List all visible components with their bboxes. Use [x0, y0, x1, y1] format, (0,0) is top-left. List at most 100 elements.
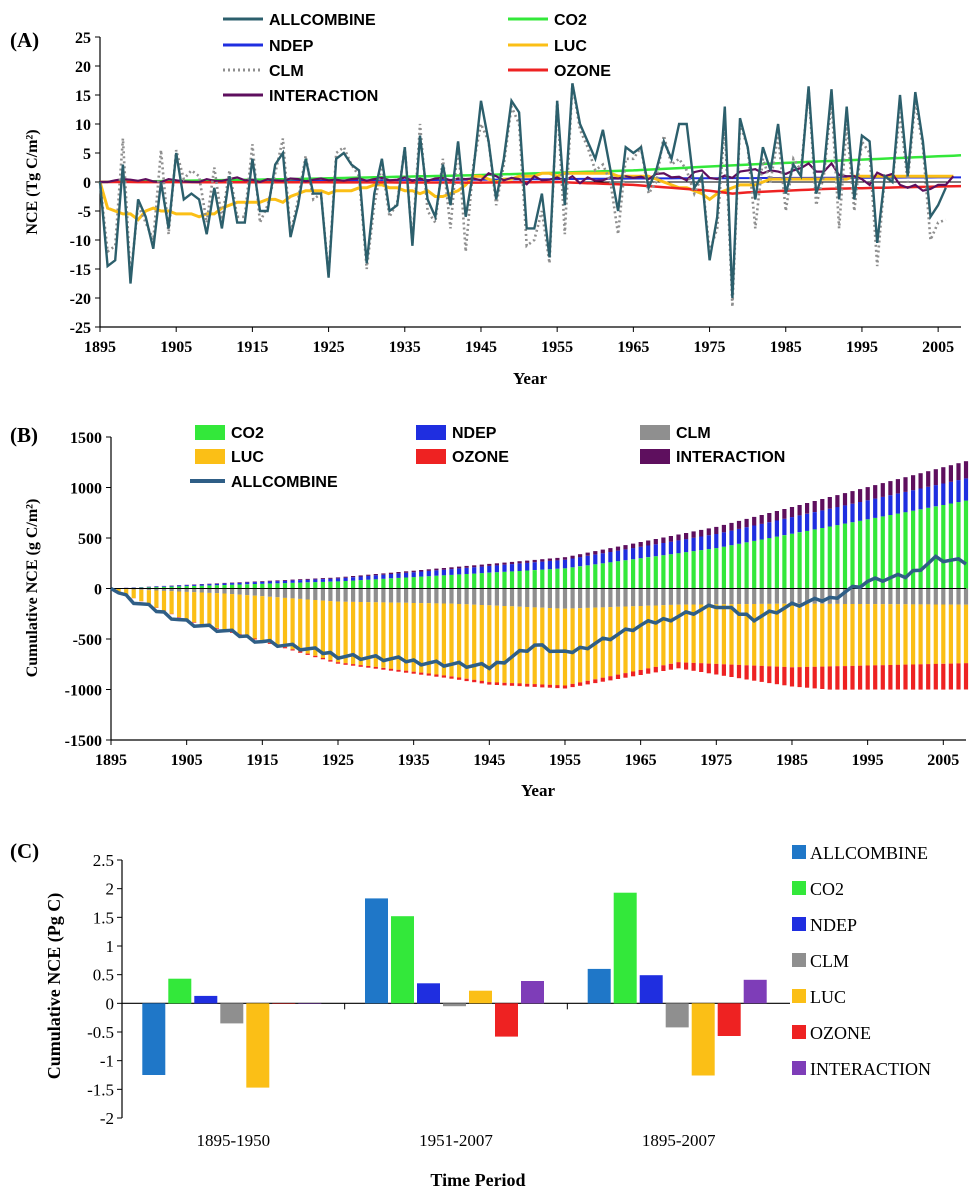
bar-segment-interaction	[366, 574, 371, 576]
bar-segment-co2	[222, 585, 227, 589]
bar-segment-clm	[540, 588, 545, 608]
panel-b-x-tick-label: 1985	[776, 752, 808, 769]
stacked-bar-year	[789, 507, 795, 687]
stacked-bar-year	[161, 585, 167, 612]
bar-segment-ndep	[759, 523, 764, 540]
bar-segment-clm	[676, 588, 681, 605]
panel-c-y-tick-label: -2	[100, 1109, 114, 1128]
bar-segment-ozone	[744, 665, 749, 680]
bar-segment-luc	[426, 603, 431, 674]
bar-segment-luc	[706, 604, 711, 664]
bar-segment-co2	[237, 584, 242, 589]
bar-segment-luc	[865, 604, 870, 666]
bar-allcombine	[587, 968, 611, 1004]
panel-b-y-axis-title: Cumulative NCE (g C/m²)	[24, 499, 41, 678]
bar-segment-clm	[638, 588, 643, 606]
bar-segment-interaction	[759, 515, 764, 524]
bar-segment-luc	[547, 608, 552, 685]
bar-segment-luc	[237, 594, 242, 635]
bar-segment-clm	[895, 588, 900, 605]
panel-b-x-tick-label: 1925	[322, 752, 354, 769]
bar-segment-ozone	[721, 664, 726, 676]
bar-segment-interaction	[911, 475, 916, 491]
bar-segment-interaction	[918, 473, 923, 489]
bar-segment-ndep	[177, 585, 182, 587]
bar-segment-ndep	[351, 577, 356, 581]
bar-segment-ndep	[699, 536, 704, 551]
bar-segment-interaction	[850, 491, 855, 504]
bar-segment-luc	[638, 606, 643, 670]
bar-segment-ozone	[638, 670, 643, 675]
panel-a-x-tick-label: 1905	[160, 339, 192, 356]
stacked-bar-year	[805, 503, 810, 688]
bar-segment-ozone	[873, 665, 878, 690]
series-line-allcombine	[98, 83, 947, 299]
bar-segment-ndep	[767, 522, 772, 539]
bar-segment-ozone	[404, 670, 409, 673]
bar-segment-ozone	[585, 680, 590, 685]
bar-segment-ndep	[192, 584, 197, 586]
bar-segment-interaction	[570, 555, 575, 559]
bar-segment-co2	[918, 509, 923, 589]
panel-a-y-tick-label: -10	[70, 233, 91, 250]
bar-segment-ndep	[782, 518, 787, 536]
stacked-bar-year	[139, 587, 144, 602]
bar-segment-clm	[736, 588, 742, 605]
bar-segment-ozone	[767, 666, 772, 684]
bar-segment-luc	[699, 604, 704, 664]
bar-segment-luc	[858, 604, 863, 666]
bar-segment-clm	[479, 588, 484, 605]
stacked-bar-year	[154, 586, 159, 608]
bar-segment-ndep	[366, 575, 371, 580]
bar-segment-clm	[154, 588, 159, 591]
bar-segment-clm	[812, 588, 817, 604]
bar-segment-ozone	[351, 664, 356, 666]
bar-ndep	[639, 975, 663, 1004]
bar-segment-interaction	[585, 552, 590, 556]
bar-segment-clm	[335, 588, 341, 602]
bar-segment-interaction	[699, 529, 704, 537]
bar-segment-ozone	[646, 668, 651, 674]
bar-segment-ozone	[479, 680, 484, 684]
panel-c-y-tick-label: 0.5	[93, 966, 114, 985]
bar-segment-co2	[290, 582, 295, 589]
panel-a-y-tick-label: 25	[75, 30, 91, 47]
bar-segment-co2	[880, 516, 885, 589]
bar-segment-ndep	[918, 488, 923, 510]
panel-a-y-tick-label: 20	[75, 59, 91, 76]
bar-segment-ndep	[479, 566, 484, 574]
bar-segment-ozone	[517, 683, 522, 687]
bar-segment-clm	[169, 588, 174, 592]
panel-c-y-tick-label: 0	[106, 994, 115, 1013]
bar-segment-clm	[623, 588, 628, 607]
bar-segment-co2	[585, 565, 590, 589]
bar-segment-ndep	[593, 554, 598, 565]
stacked-bar-year	[275, 580, 280, 647]
stacked-bar-year	[835, 495, 840, 690]
bar-ndep	[194, 995, 218, 1004]
bar-segment-co2	[911, 510, 916, 589]
panel-c-y-tick-label: 1.5	[93, 908, 114, 927]
bar-segment-luc	[184, 591, 189, 621]
bar-segment-interaction	[646, 540, 651, 546]
bar-segment-interaction	[736, 520, 742, 529]
bar-segment-luc	[282, 597, 288, 648]
bar-segment-co2	[335, 581, 341, 589]
stacked-bar-year	[653, 539, 658, 673]
bar-segment-co2	[774, 536, 779, 589]
panel-c-category-label: 1895-2007	[642, 1131, 716, 1150]
bar-segment-interaction	[320, 578, 325, 579]
bar-co2	[613, 892, 637, 1004]
bar-segment-ndep	[313, 579, 318, 583]
bar-segment-luc	[411, 603, 416, 672]
bar-segment-interaction	[888, 481, 893, 496]
bar-segment-co2	[948, 503, 953, 589]
bar-segment-ndep	[820, 510, 825, 528]
bar-segment-clm	[888, 588, 893, 605]
bar-segment-co2	[487, 572, 492, 589]
bar-allcombine	[142, 1003, 166, 1075]
panel-a-y-tick-label: -25	[70, 320, 91, 337]
bar-segment-luc	[774, 603, 779, 667]
bar-segment-ozone	[313, 655, 318, 658]
bar-segment-interaction	[903, 477, 908, 492]
